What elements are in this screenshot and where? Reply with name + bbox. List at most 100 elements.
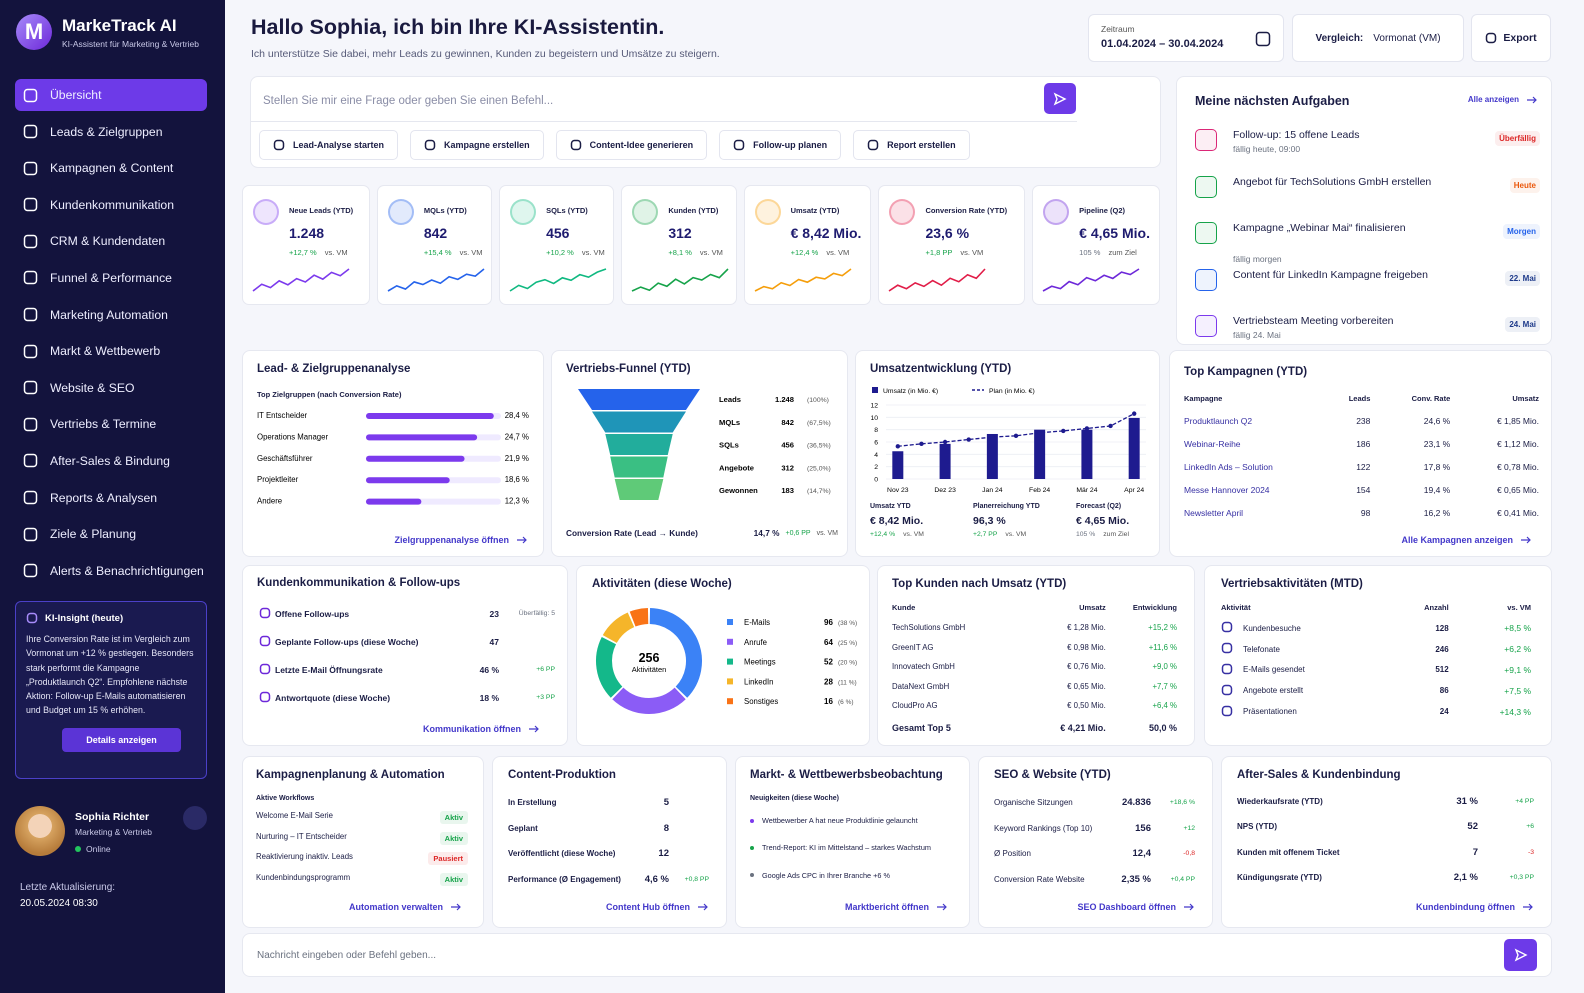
column-header: Umsatz [1079, 602, 1106, 612]
task-tag: Überfällig [1495, 131, 1540, 146]
icon [1221, 642, 1233, 654]
table-cell: Messe Hannover 2024 [1184, 484, 1270, 495]
card-link[interactable]: Alle anzeigen [1468, 95, 1537, 104]
graphic: Umsatz (in Mio. €) Plan (in Mio. €) 0 2 4 6 8 1… [870, 387, 1146, 494]
chat-input[interactable]: Nachricht eingeben oder Befehl geben... [257, 950, 437, 961]
card-link[interactable]: Kundenbindung öffnen [1416, 902, 1533, 912]
news-item: Wettbewerber A hat neue Produktlinie gel… [750, 816, 960, 825]
card-link[interactable]: Marktbericht öffnen [845, 902, 947, 912]
y-tick-label: 0 [874, 477, 878, 484]
graphic [23, 454, 38, 468]
action-button[interactable]: Kampagne erstellen [410, 130, 544, 160]
funnel-stage [614, 479, 664, 500]
export-button[interactable]: Export [1471, 14, 1551, 62]
nav-item[interactable]: Übersicht [15, 79, 207, 111]
plan-point [966, 437, 971, 442]
card-link[interactable]: Automation verwalten [349, 902, 461, 912]
table-cell: € 0,76 Mio. [1067, 662, 1106, 672]
table-cell: +15,2 % [1148, 623, 1177, 633]
period-picker[interactable]: Zeitraum 01.04.2024 – 30.04.2024 [1088, 14, 1284, 62]
nav-item[interactable]: Alerts & Benachrichtigungen [15, 555, 207, 587]
donut-segment [649, 608, 702, 698]
table-cell: € 1,28 Mio. [1067, 623, 1106, 633]
user-menu[interactable] [183, 806, 207, 830]
kpi-row: Neue Leads (YTD) 1.248 +12,7 % vs. VM MQLs (… [242, 185, 1160, 305]
bar [1081, 429, 1093, 479]
table-cell: 23 [489, 608, 499, 619]
nav-item[interactable]: Ziele & Planung [15, 518, 207, 550]
action-button[interactable]: Follow-up planen [719, 130, 842, 160]
kpi-delta: 105 % [1079, 248, 1101, 257]
table-cell: € 0,78 Mio. [1496, 461, 1539, 472]
kpi-icon [510, 199, 537, 225]
stage-value: 183 [781, 486, 794, 495]
brand-text: MarkeTrack AI KI-Assistent für Marketing … [62, 16, 199, 49]
kpi-icon [1043, 199, 1070, 225]
action-button[interactable]: Content-Idee generieren [555, 130, 708, 160]
graphic [937, 903, 947, 911]
table-cell: +9,1 % [1504, 664, 1531, 675]
graphic [23, 381, 38, 395]
graphic [1221, 622, 1233, 633]
link-label: Content Hub öffnen [606, 902, 690, 912]
task: Follow-up: 15 offene Leads fällig heute, … [1195, 127, 1540, 167]
legend-label: E-Mails [744, 618, 770, 627]
icon [733, 139, 745, 151]
table-cell [499, 630, 555, 653]
metric-label: Conversion Rate Website [994, 875, 1085, 885]
action-button[interactable]: Report erstellen [853, 130, 970, 160]
communication-card: Kundenkommunikation & Follow-ups Offene F… [242, 565, 568, 746]
nav-item[interactable]: Leads & Zielgruppen [15, 116, 207, 148]
metric-row: Organische Sitzungen 24.836 +18,6 % [994, 797, 1195, 808]
nav-item[interactable]: Kundenkommunikation [15, 189, 207, 221]
prompt-input[interactable]: Stellen Sie mir eine Frage oder geben Si… [263, 95, 554, 107]
compare-picker[interactable]: Vergleich: Vormonat (VM) [1292, 14, 1464, 62]
donut-center-label: Aktivitäten [632, 665, 667, 674]
table-cell: 47 [489, 636, 499, 647]
metric-label: Kunden mit offenem Ticket [1237, 847, 1340, 857]
nav-label: Marketing Automation [50, 307, 168, 322]
nav-item[interactable]: Reports & Analysen [15, 482, 207, 514]
nav-item[interactable]: Vertriebs & Termine [15, 408, 207, 440]
workflow-name: Kundenbindungsprogramm [256, 873, 351, 883]
link-label: Automation verwalten [348, 902, 443, 912]
stage-label: Leads [719, 395, 741, 404]
workflow-status: Aktiv [439, 831, 468, 845]
bar [366, 498, 422, 505]
x-tick-label: Jan 24 [982, 487, 1003, 494]
icon [23, 307, 38, 322]
nav-item[interactable]: Website & SEO [15, 372, 207, 404]
action-button[interactable]: Lead-Analyse starten [259, 130, 399, 160]
seo-card: SEO & Website (YTD) Organische Sitzungen 2… [978, 756, 1213, 928]
campaigns-card: Top Kampagnen (YTD) Kampagne Leads Conv. Ra… [1169, 350, 1552, 557]
link-label: Marktbericht öffnen [844, 902, 929, 912]
nav-item[interactable]: Funnel & Performance [15, 262, 207, 294]
export-label: Export [1503, 32, 1537, 44]
card-title: Umsatzentwicklung (YTD) [870, 363, 1012, 375]
table-cell: DataNext GmbH [892, 681, 950, 691]
card-link[interactable]: Alle Kampagnen anzeigen [1401, 535, 1531, 545]
task-icon [1195, 268, 1217, 291]
nav-item[interactable]: Kampagnen & Content [15, 152, 207, 184]
update-label: Letzte Aktualisierung: [20, 882, 116, 893]
kpi-label: MQLs (YTD) [423, 206, 467, 215]
insight-button[interactable]: Details anzeigen [62, 727, 181, 752]
kpi-delta: +10,2 % [546, 248, 574, 257]
chat-send[interactable] [1504, 939, 1537, 971]
metric-change: +4 PP [1515, 798, 1534, 805]
card-link[interactable]: SEO Dashboard öffnen [1077, 902, 1194, 912]
table-cell: +6,2 % [1504, 644, 1531, 655]
sparkline [387, 268, 485, 292]
nav-item[interactable]: Marketing Automation [15, 299, 207, 331]
card-link[interactable]: Content Hub öffnen [606, 902, 708, 912]
card-link[interactable]: Kommunikation öffnen [423, 724, 539, 734]
nav-item[interactable]: Markt & Wettbewerb [15, 335, 207, 367]
nav-item[interactable]: After-Sales & Bindung [15, 445, 207, 477]
bar-label: Geschäftsführer [257, 454, 313, 463]
card-link[interactable]: Zielgruppenanalyse öffnen [394, 535, 527, 545]
send-button[interactable] [1044, 83, 1076, 114]
nav-item[interactable]: CRM & Kundendaten [15, 225, 207, 257]
legend-label: Meetings [744, 658, 776, 667]
kpi-delta: +8,1 % [668, 248, 692, 257]
stat: Planerreichung YTD 96,3 % +2,7 PP vs. VM [973, 503, 1073, 538]
